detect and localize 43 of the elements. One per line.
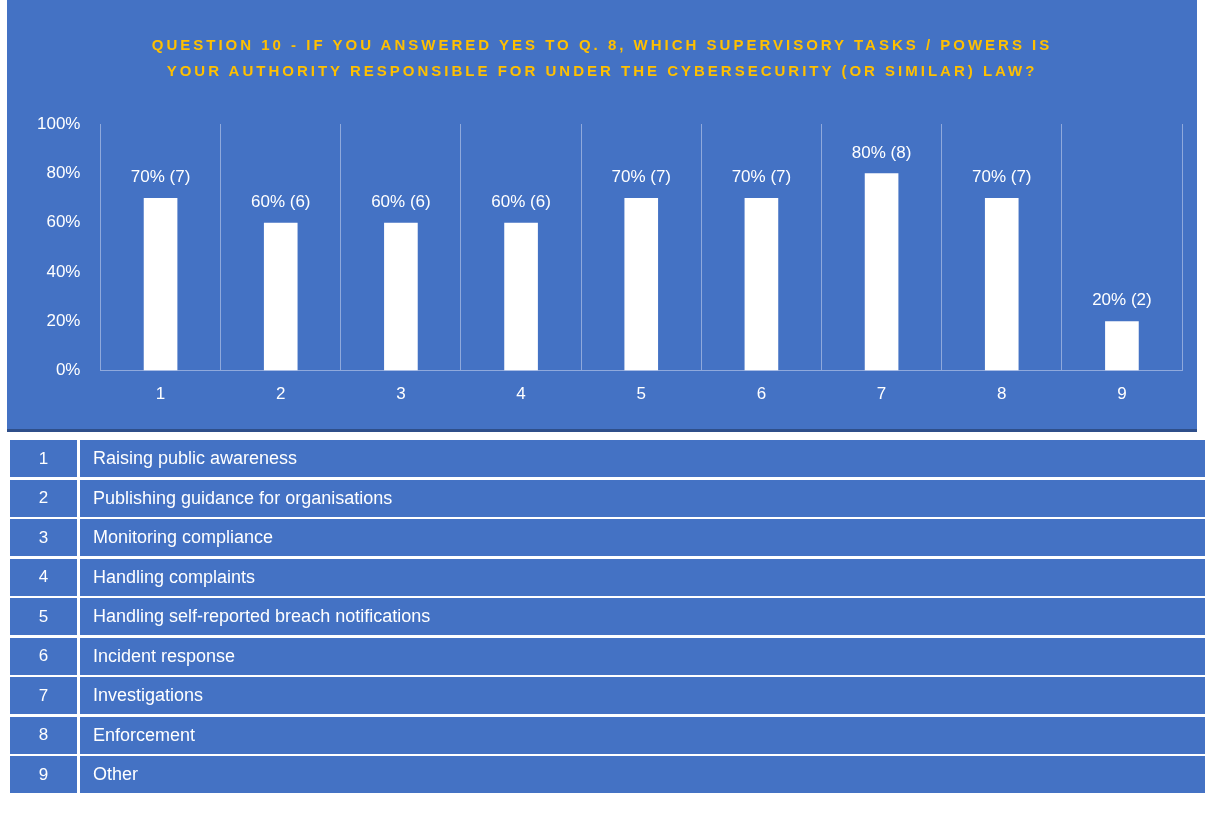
category-label: 7	[38, 685, 49, 705]
data-label: 60% (6)	[250, 191, 311, 211]
category-label: 3	[38, 527, 49, 547]
chart-title: QUESTION 10 - IF YOU ANSWERED YES TO Q. 8, WHICH SUPERVISORY TASKS / POWERS IS YOUR AUTHORITY RESPONSIBLE FOR UNDER THE CYBERSECURITY (OR SIMILAR) LAW?	[150, 35, 1054, 81]
text: Monitoring compliance	[80, 519, 1205, 556]
text: Other	[80, 756, 1205, 793]
text: Publishing guidance for organisations	[80, 479, 1205, 517]
y-tick-label: 60%	[46, 212, 81, 232]
text: Raising public awareness	[80, 440, 1205, 477]
x-tick-label: 1	[155, 384, 166, 404]
category-label: 2	[38, 488, 49, 507]
data-label: 70% (7)	[971, 167, 1032, 187]
data-label: 70% (7)	[130, 167, 191, 187]
data-label: 60% (6)	[491, 191, 551, 211]
x-tick-label: 3	[396, 384, 406, 404]
category-label: 8	[38, 725, 49, 744]
y-tick-label: 40%	[46, 261, 81, 281]
data-label: 70% (7)	[611, 167, 672, 187]
x-tick-label: 2	[276, 384, 286, 404]
category-label: 6	[38, 646, 49, 665]
x-tick-label: 5	[636, 384, 646, 404]
data-label: 70% (7)	[731, 167, 792, 187]
category-label: 4	[38, 567, 49, 586]
data-label: 20% (2)	[1092, 290, 1152, 310]
data-label: 60% (6)	[371, 191, 431, 211]
text: Handling self-reported breach notifications	[80, 598, 1205, 635]
text: Handling complaints	[80, 558, 1205, 596]
text: Incident response	[80, 637, 1205, 675]
text: Investigations	[80, 677, 1205, 714]
text: Enforcement	[80, 716, 1205, 754]
y-tick-label: 20%	[46, 310, 81, 330]
y-tick-label: 100%	[37, 113, 81, 133]
x-tick-label: 6	[756, 384, 767, 404]
x-tick-label: 9	[1117, 384, 1127, 404]
y-tick-label: 80%	[46, 163, 81, 183]
x-tick-label: 8	[997, 384, 1007, 404]
data-label: 80% (8)	[851, 142, 912, 162]
x-tick-label: 7	[876, 384, 887, 404]
x-tick-label: 4	[516, 384, 526, 404]
category-label: 9	[38, 764, 49, 784]
y-tick-label: 0%	[55, 360, 81, 380]
category-label: 5	[38, 606, 49, 626]
category-label: 1	[38, 448, 49, 468]
